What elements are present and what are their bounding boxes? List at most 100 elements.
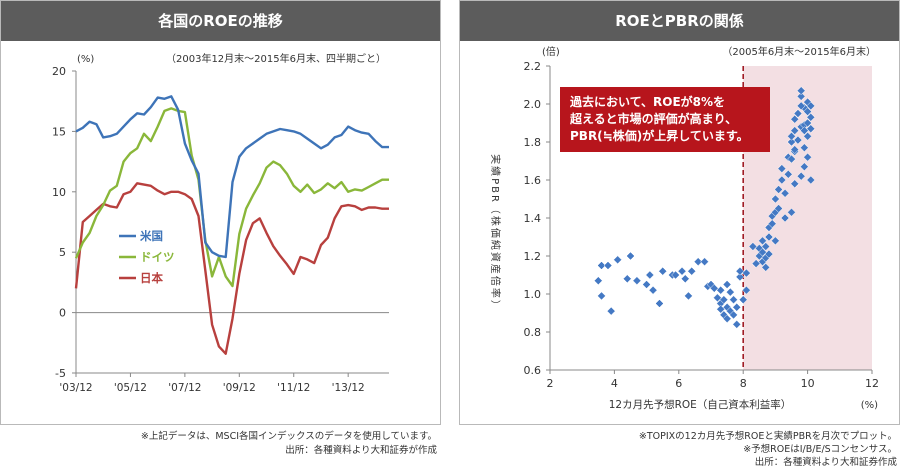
- scatter-point: [771, 194, 780, 204]
- pbr-y-tick-label: 2.2: [524, 60, 542, 73]
- roe-trend-title: 各国のROEの推移: [1, 1, 440, 41]
- scatter-point: [626, 251, 635, 261]
- scatter-point: [787, 154, 796, 164]
- scatter-point: [758, 236, 767, 246]
- pbr-note-origin: 出所：各種資料より大和証券作成: [754, 457, 897, 468]
- scatter-point: [671, 270, 680, 280]
- scatter-point: [800, 143, 809, 153]
- scatter-point: [597, 291, 606, 301]
- scatter-point: [803, 131, 812, 141]
- scatter-point: [684, 291, 693, 301]
- scatter-point: [780, 188, 790, 198]
- scatter-point: [606, 306, 616, 316]
- pbr-unit-label: (倍): [542, 45, 560, 58]
- scatter-point: [796, 86, 806, 96]
- scatter-point: [738, 295, 748, 305]
- scatter-point: [806, 112, 816, 122]
- callout-line-2: 超えると市場の評価が高まり、: [570, 112, 738, 126]
- scatter-point: [758, 247, 767, 257]
- pbr-y-tick-label: 1.2: [524, 250, 542, 263]
- scatter-point: [632, 276, 642, 286]
- roe-pbr-callout: 過去において、ROEが8%を 超えると市場の評価が高まり、 PBR(≒株価)が上…: [560, 87, 770, 152]
- scatter-point: [725, 287, 735, 297]
- scatter-point: [687, 266, 697, 276]
- scatter-point: [767, 219, 777, 229]
- scatter-point: [803, 118, 812, 128]
- scatter-point: [790, 179, 800, 189]
- scatter-point: [658, 266, 668, 276]
- scatter-point: [793, 135, 803, 145]
- roe-y-tick-label: 5: [59, 246, 66, 259]
- scatter-point: [677, 266, 687, 276]
- callout-line-1: 過去において、ROEが8%を: [570, 95, 726, 109]
- pbr-y-tick-label: 0.6: [524, 364, 542, 377]
- scatter-point: [793, 109, 803, 118]
- scatter-point: [806, 124, 816, 134]
- scatter-point: [806, 175, 816, 185]
- scatter-point: [732, 302, 742, 312]
- pbr-x-tick-label: 10: [801, 377, 815, 390]
- pbr-y-axis-title: 実績PBR（株価純資産倍率）: [489, 154, 502, 312]
- scatter-point: [803, 152, 812, 162]
- scatter-point: [800, 126, 809, 135]
- pbr-y-tick-label: 1.0: [524, 288, 542, 301]
- pbr-x-tick-label: 4: [611, 377, 618, 390]
- pbr-x-tick-label: 8: [740, 377, 747, 390]
- roe-x-tick-label: '11/12: [277, 382, 310, 394]
- roe-x-tick-label: '05/12: [114, 382, 147, 394]
- callout-line-3: PBR(≒株価)が上昇しています。: [570, 129, 749, 143]
- scatter-point: [774, 185, 783, 194]
- legend-label: ドイツ: [140, 250, 175, 264]
- pbr-y-tick-label: 0.8: [524, 326, 542, 339]
- pbr-note-plot: ※TOPIXの12カ月先予想ROEと実績PBRを月次でプロット。: [638, 431, 897, 442]
- scatter-point: [642, 280, 651, 289]
- scatter-point: [774, 204, 783, 213]
- pbr-y-tick-label: 1.4: [524, 212, 542, 225]
- scatter-point: [732, 320, 742, 329]
- roe-y-tick-label: -5: [55, 367, 66, 380]
- roe-x-tick-label: '07/12: [168, 382, 201, 394]
- legend-label: 日本: [140, 271, 163, 285]
- roe-y-tick-label: 0: [59, 307, 66, 320]
- scatter-point: [593, 276, 603, 286]
- roe-x-tick-label: '03/12: [59, 382, 92, 394]
- scatter-point: [613, 255, 622, 265]
- scatter-point: [680, 274, 690, 284]
- pbr-x-axis-title: 12カ月先予想ROE（自己資本利益率）: [609, 398, 792, 411]
- scatter-point: [796, 171, 806, 181]
- roe-series-line-germany: [74, 107, 389, 288]
- scatter-point: [790, 114, 800, 124]
- scatter-point: [771, 236, 780, 246]
- scatter-point: [722, 314, 732, 324]
- pbr-x-axis-unit: (%): [861, 400, 878, 411]
- pbr-period-label: （2005年6月末～2015年6月末）: [722, 45, 876, 58]
- scatter-point: [622, 274, 632, 284]
- scatter-point: [796, 101, 806, 111]
- scatter-point: [716, 285, 726, 295]
- roe-pbr-chart: (倍) （2005年6月末～2015年6月末） 0.6 0.8 1.0 1.2 1.4 1…: [489, 45, 879, 411]
- scatter-point: [742, 268, 751, 278]
- scatter-point: [597, 261, 606, 270]
- scatter-point: [787, 131, 796, 141]
- scatter-point: [700, 257, 709, 267]
- roe-series-line-japan: [74, 182, 389, 355]
- scatter-point: [777, 175, 787, 185]
- scatter-point: [796, 92, 806, 101]
- pbr-x-tick-label: 6: [675, 377, 682, 390]
- scatter-point: [806, 101, 816, 111]
- roe-y-tick-label: 10: [52, 186, 66, 199]
- roe-period-label: （2003年12月末～2015年6月末、四半期ごと）: [166, 52, 386, 65]
- scatter-point: [764, 232, 774, 242]
- scatter-point: [803, 107, 812, 116]
- scatter-point: [713, 293, 722, 303]
- scatter-point: [735, 266, 745, 276]
- scatter-point: [645, 270, 655, 280]
- roe-trend-chart: (%) （2003年12月末～2015年6月末、四半期ごと） -5 0 5 10 15 2…: [52, 52, 389, 394]
- roe-note-data-source: ※上記データは、MSCI各国インデックスのデータを使用しています。: [140, 431, 437, 442]
- roe-x-tick-label: '09/12: [223, 382, 256, 394]
- roe-note-origin: 出所：各種資料より大和証券が作成: [285, 445, 437, 456]
- scatter-point: [603, 261, 613, 270]
- roe-pbr-title: ROEとPBRの関係: [460, 1, 899, 41]
- scatter-point: [777, 164, 787, 173]
- pbr-x-tick-label: 2: [547, 377, 554, 390]
